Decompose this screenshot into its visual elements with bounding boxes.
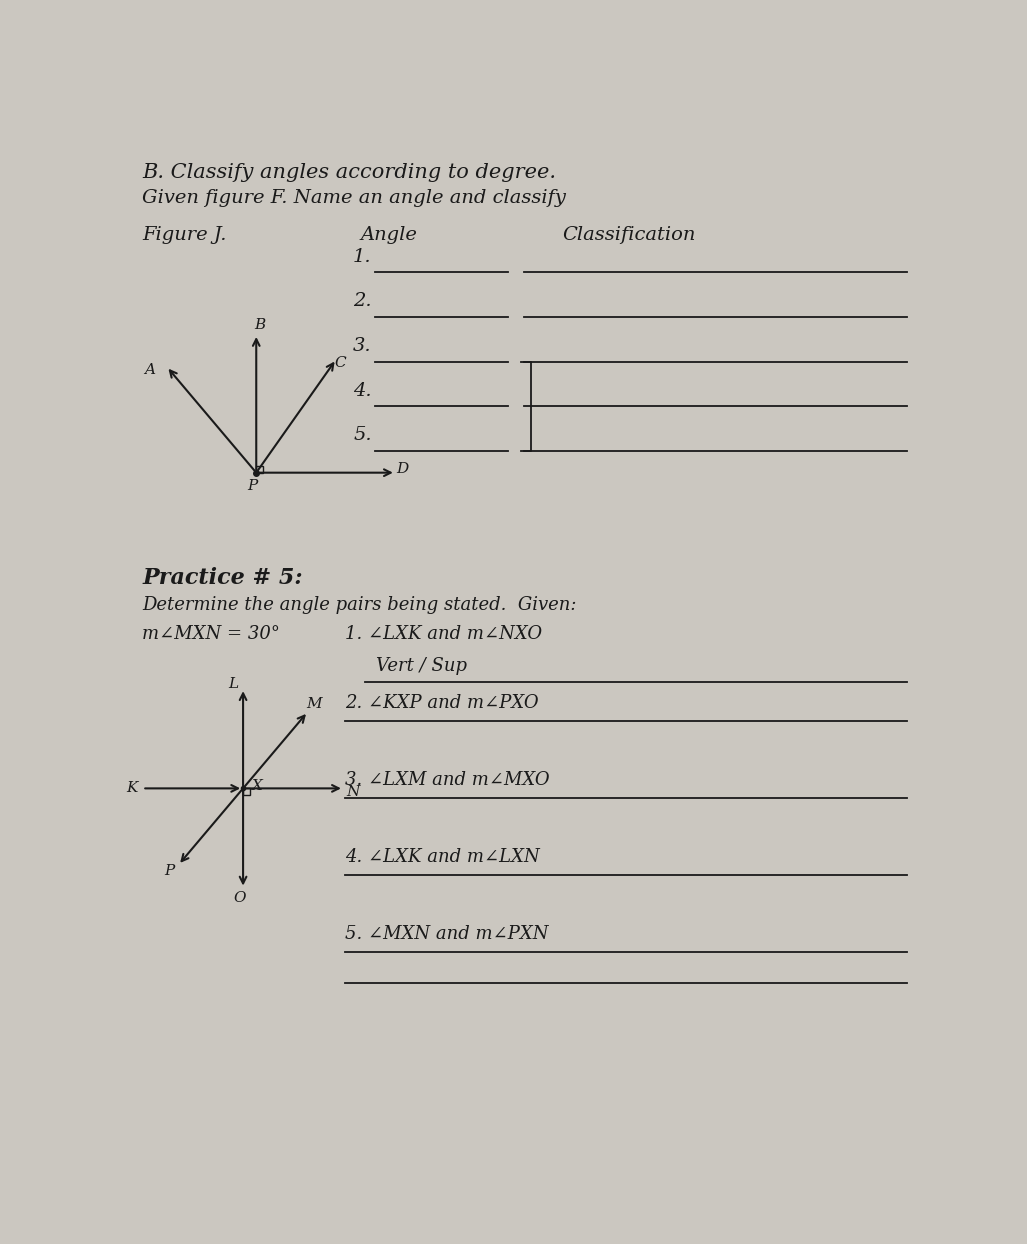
Text: 4. ∠LXK and m∠LXN: 4. ∠LXK and m∠LXN [345,848,540,866]
Text: Given figure F. Name an angle and classify: Given figure F. Name an angle and classi… [143,189,566,208]
Text: 4.: 4. [353,382,372,399]
Text: Figure J.: Figure J. [143,226,227,244]
Text: C: C [335,356,346,369]
Text: M: M [306,697,321,712]
Text: 1.: 1. [353,248,372,266]
Text: D: D [395,462,408,476]
Text: N: N [346,785,359,799]
Text: 5.: 5. [353,427,372,444]
Text: 1. ∠LXK and m∠NXO: 1. ∠LXK and m∠NXO [345,626,542,643]
Text: 3. ∠LXM and m∠MXO: 3. ∠LXM and m∠MXO [345,771,550,790]
Text: m∠MXN = 30°: m∠MXN = 30° [143,626,280,643]
Text: A: A [144,363,155,377]
Text: Vert / Sup: Vert / Sup [376,658,467,675]
Text: X: X [253,779,263,794]
Text: B: B [255,317,266,332]
Text: Classification: Classification [563,226,695,244]
Text: Angle: Angle [360,226,418,244]
Text: Determine the angle pairs being stated.  Given:: Determine the angle pairs being stated. … [143,596,577,613]
Text: K: K [125,781,138,795]
Text: 2.: 2. [353,292,372,311]
Text: B. Classify angles according to degree.: B. Classify angles according to degree. [143,163,557,182]
Text: 5. ∠MXN and m∠PXN: 5. ∠MXN and m∠PXN [345,926,548,943]
Text: O: O [233,891,245,904]
Text: P: P [246,479,257,493]
Text: 2. ∠KXP and m∠PXO: 2. ∠KXP and m∠PXO [345,694,539,713]
Text: L: L [229,678,239,692]
Text: Practice # 5:: Practice # 5: [143,566,303,588]
Text: P: P [164,865,175,878]
Text: 3.: 3. [353,337,372,355]
